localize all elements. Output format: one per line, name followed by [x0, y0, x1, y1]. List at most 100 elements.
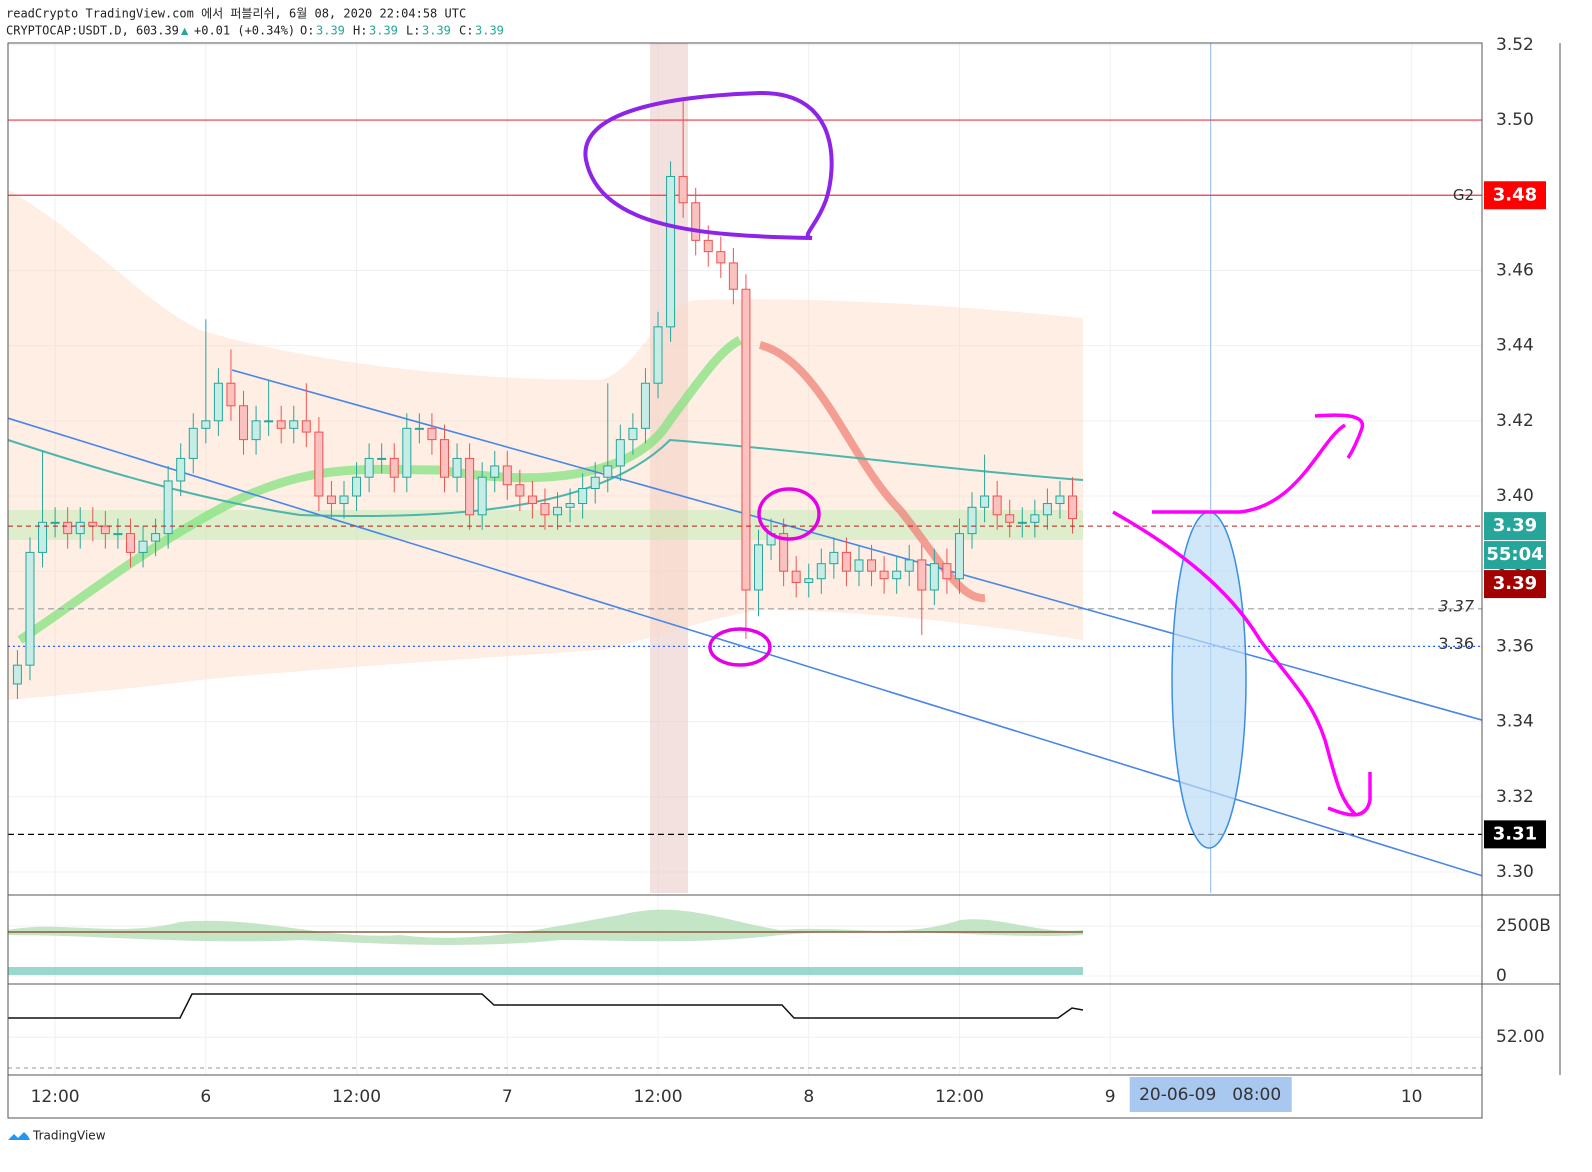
candle-body	[716, 251, 726, 264]
y-tick-label: 3.32	[1496, 787, 1534, 807]
candle-body	[176, 457, 186, 482]
y-tick-label: 52.00	[1496, 1027, 1545, 1047]
y-tick-label: 0	[1496, 966, 1507, 986]
brand-logo	[8, 1132, 30, 1140]
candle-body	[904, 559, 914, 572]
crosshair-time: 08:00	[1232, 1085, 1281, 1105]
candle-body	[1017, 521, 1027, 524]
x-tick-label: 7	[502, 1087, 513, 1107]
candle-body	[125, 533, 135, 553]
magenta-circle	[757, 487, 821, 541]
y-tick-label: 3.30	[1496, 862, 1534, 882]
candle-body	[465, 457, 475, 516]
x-tick-label: 6	[200, 1087, 211, 1107]
candle-body	[515, 484, 525, 497]
price-tag	[1484, 820, 1546, 849]
candle-body	[653, 326, 663, 384]
candle-body	[75, 521, 85, 535]
candle-body	[25, 551, 35, 666]
candle-body	[741, 288, 751, 591]
magenta-circle	[708, 627, 772, 667]
candle-body	[728, 262, 738, 290]
countdown-box	[1484, 541, 1546, 570]
up-arrow-icon: ▲	[181, 24, 189, 38]
plot-frame	[7, 42, 1483, 1119]
ohlc-value: 3.39	[475, 24, 504, 38]
candle-body	[326, 495, 336, 505]
countdown: 55:04	[1486, 544, 1543, 565]
change: +0.01 (+0.34%)	[194, 24, 295, 38]
candle-body	[377, 457, 387, 460]
candle-body	[352, 476, 362, 497]
x-tick-label: 12:00	[332, 1087, 381, 1107]
candle-body	[527, 495, 537, 505]
frame	[7, 42, 1561, 1119]
candle-body	[138, 540, 148, 553]
candle-body	[251, 420, 261, 441]
candle-body	[553, 506, 563, 516]
candle-body	[213, 382, 223, 422]
candle-body	[12, 664, 22, 685]
candle-body	[854, 559, 864, 572]
candle-body	[892, 570, 902, 580]
candle-body	[63, 521, 73, 535]
y-tick-label: 3.44	[1496, 336, 1534, 356]
candle-body	[38, 521, 48, 553]
candle-body	[879, 570, 889, 580]
candle-body	[603, 465, 613, 478]
y-tick-label: 3.46	[1496, 260, 1534, 280]
candle-body	[1055, 495, 1065, 505]
x-tick-label: 12:00	[935, 1087, 984, 1107]
candle-body	[816, 563, 826, 580]
last: 3.39	[150, 24, 179, 38]
candle-body	[1005, 514, 1015, 523]
y-tick-label: 3.34	[1496, 712, 1534, 732]
candle-body	[100, 525, 110, 535]
candle-body	[565, 503, 575, 508]
price-tag-text: 3.48	[1493, 184, 1537, 205]
candle-body	[1068, 495, 1078, 520]
ohlc-label: L:	[406, 24, 420, 38]
x-tick-label: 8	[803, 1087, 814, 1107]
oscillator-area	[8, 909, 1083, 945]
candle-body	[226, 382, 236, 407]
candle-body	[364, 457, 374, 478]
candle-body	[590, 476, 600, 489]
y-tick-label: 3.52	[1496, 35, 1534, 55]
candle-body	[829, 551, 839, 565]
candle-body	[917, 559, 927, 591]
price-tag	[1484, 181, 1546, 210]
candle-body	[389, 457, 399, 478]
candle-body	[452, 457, 462, 478]
legend: CRYPTOCAP:USDT.D, 60 3.39 ▲ +0.01 (+0.34…	[6, 24, 295, 38]
symbol: CRYPTOCAP:USDT.D, 60	[6, 24, 151, 38]
purple-circle	[583, 90, 834, 240]
candle-body	[867, 559, 877, 572]
candle-body	[640, 382, 650, 429]
candle-body	[954, 533, 964, 580]
candle-body	[703, 239, 713, 253]
candle-body	[666, 175, 676, 328]
step-line	[8, 993, 1084, 1019]
candle-body	[113, 533, 123, 536]
price-tag	[1484, 570, 1546, 599]
candle-body	[201, 420, 211, 429]
candle-body	[1042, 503, 1052, 516]
ohlc-label: H:	[353, 24, 367, 38]
candle-body	[992, 495, 1002, 516]
candle-body	[276, 420, 286, 429]
envelope-band	[8, 190, 1083, 700]
crosshair-label-box	[1129, 1077, 1292, 1112]
candle-body	[301, 420, 311, 433]
candle-body	[402, 427, 412, 478]
candle-body	[490, 465, 500, 478]
candle-body	[779, 533, 789, 572]
candle-body	[967, 506, 977, 535]
x-tick-label: 10	[1401, 1087, 1423, 1107]
ohlc-value: 3.39	[422, 24, 451, 38]
price-tag-text: 3.31	[1493, 823, 1537, 844]
ohlc-label: C:	[459, 24, 473, 38]
x-tick-label: 12:00	[31, 1087, 80, 1107]
price-tag-text: 3.39	[1493, 515, 1537, 536]
trendline	[231, 369, 1483, 721]
